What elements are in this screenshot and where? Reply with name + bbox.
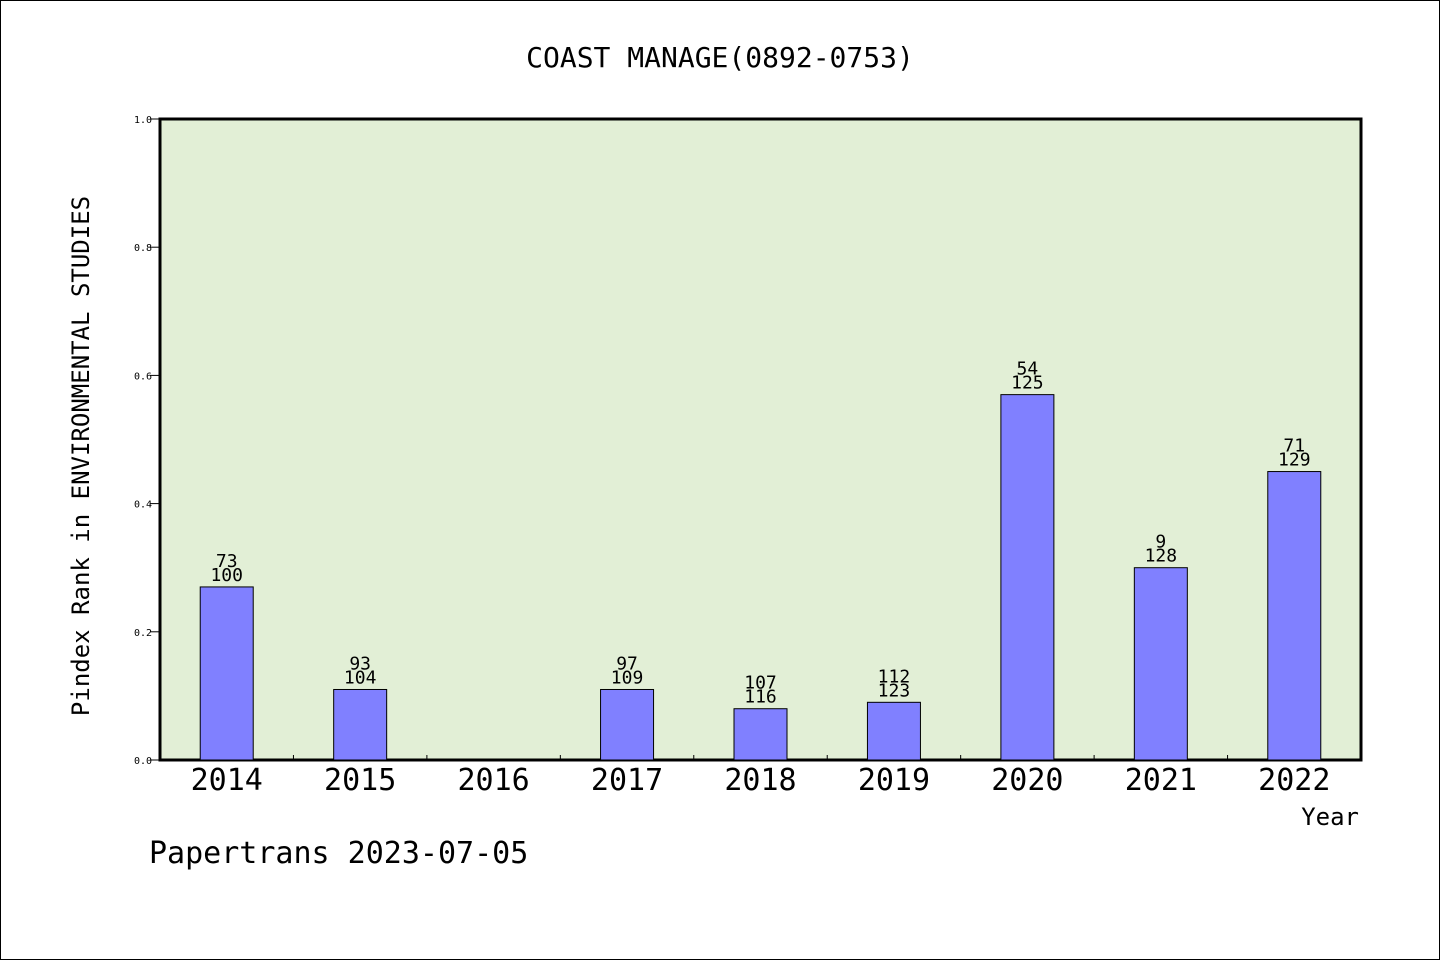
bar-label-bottom: 123 bbox=[878, 680, 911, 701]
bar bbox=[199, 586, 254, 761]
bar bbox=[600, 688, 655, 761]
bar bbox=[1133, 567, 1188, 761]
y-tick-label: 0.2 bbox=[134, 628, 152, 639]
y-axis: 0.0 0.2 0.4 0.6 0.8 1.0 bbox=[134, 115, 160, 767]
bar-label-top: 107 bbox=[744, 673, 777, 694]
y-tick-label: 0.6 bbox=[134, 371, 152, 382]
bar bbox=[733, 708, 788, 761]
x-tick-label: 2016 bbox=[457, 763, 529, 798]
bar-label-top: 112 bbox=[878, 666, 911, 687]
y-tick-label: 0.8 bbox=[134, 243, 152, 254]
y-axis-label: Pindex Rank in ENVIRONMENTAL STUDIES bbox=[67, 196, 95, 716]
x-axis-label: Year bbox=[1301, 803, 1359, 831]
x-tick-label: 2015 bbox=[324, 763, 396, 798]
bar bbox=[1000, 394, 1055, 761]
x-tick-label: 2021 bbox=[1125, 763, 1197, 798]
x-tick-label: 2014 bbox=[191, 763, 263, 798]
bar-label-bottom: 104 bbox=[344, 667, 377, 688]
bar-label-bottom: 128 bbox=[1145, 546, 1178, 567]
chart-title: COAST MANAGE(0892-0753) bbox=[526, 41, 914, 74]
bar-label-bottom: 125 bbox=[1011, 373, 1044, 394]
bar-label-top: 54 bbox=[1017, 359, 1039, 380]
bar-label-bottom: 109 bbox=[611, 667, 644, 688]
y-tick-label: 0.4 bbox=[134, 500, 152, 511]
x-tick-label: 2022 bbox=[1258, 763, 1330, 798]
y-tick-label: 0.0 bbox=[134, 756, 152, 767]
x-tick-label: 2017 bbox=[591, 763, 663, 798]
x-axis: 2014 2015 2016 2017 2018 2019 2020 2021 2022 bbox=[191, 755, 1330, 798]
bar-label-top: 73 bbox=[216, 551, 238, 572]
bar-label-top: 9 bbox=[1155, 532, 1166, 553]
bar-label-bottom: 116 bbox=[744, 687, 777, 708]
footer-text: Papertrans 2023-07-05 bbox=[149, 836, 528, 871]
bar-label-top: 71 bbox=[1283, 436, 1305, 457]
bar bbox=[1267, 471, 1322, 761]
bar-label-bottom: 100 bbox=[210, 565, 243, 586]
y-tick-label: 1.0 bbox=[134, 115, 152, 126]
x-tick-label: 2019 bbox=[858, 763, 930, 798]
x-tick-label: 2020 bbox=[991, 763, 1063, 798]
bar-label-bottom: 129 bbox=[1278, 450, 1311, 471]
bar bbox=[866, 701, 921, 761]
bar bbox=[333, 688, 388, 761]
x-tick-label: 2018 bbox=[724, 763, 796, 798]
bar-label-top: 97 bbox=[616, 653, 638, 674]
bar-label-top: 93 bbox=[349, 653, 371, 674]
